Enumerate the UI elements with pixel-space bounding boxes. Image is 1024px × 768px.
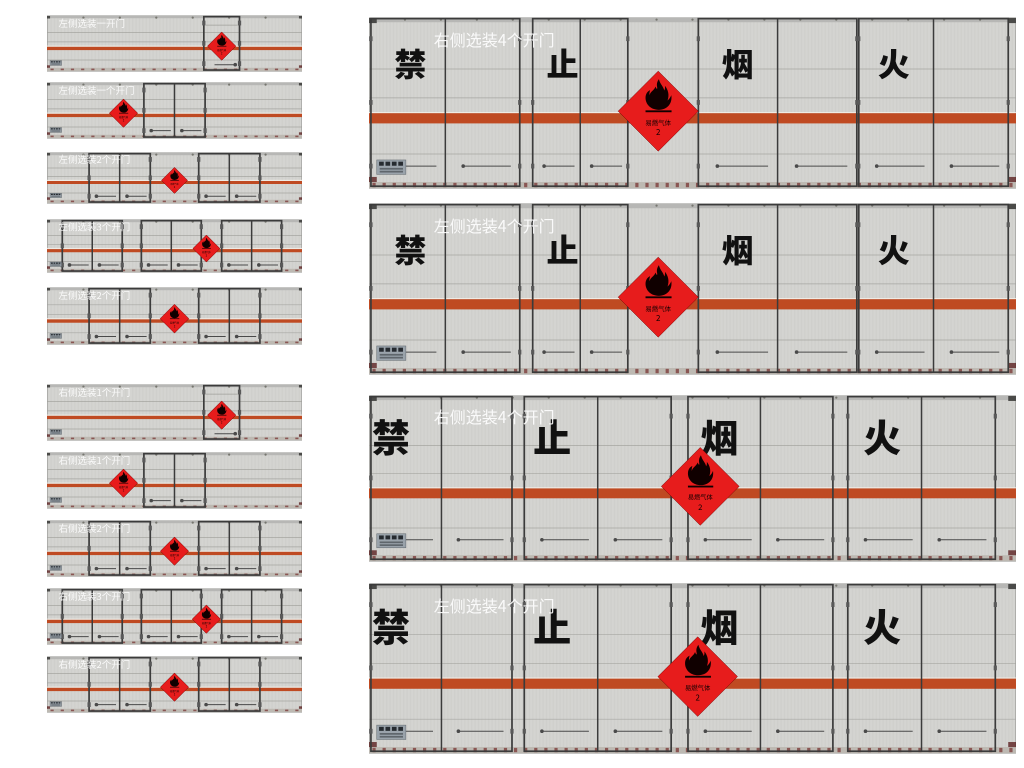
svg-text:右侧选装1个开门: 右侧选装1个开门 (58, 453, 130, 467)
svg-text:2: 2 (695, 693, 699, 704)
svg-text:右侧选装2个开门: 右侧选装2个开门 (58, 521, 130, 535)
svg-text:左侧选装3个开门: 左侧选装3个开门 (58, 219, 130, 233)
svg-text:左侧选装一开门: 左侧选装一开门 (58, 16, 125, 30)
svg-text:右侧选装4个开门: 右侧选装4个开门 (434, 27, 555, 51)
svg-text:火: 火 (863, 597, 901, 652)
svg-text:右侧选装3个开门: 右侧选装3个开门 (58, 589, 130, 603)
svg-text:易燃气体: 易燃气体 (685, 683, 711, 692)
svg-text:2: 2 (698, 502, 702, 513)
svg-text:左侧选装4个开门: 左侧选装4个开门 (434, 213, 555, 237)
svg-text:右侧选装4个开门: 右侧选装4个开门 (434, 404, 555, 428)
svg-text:左侧选装一个开门: 左侧选装一个开门 (58, 83, 134, 97)
svg-text:火: 火 (863, 408, 901, 463)
svg-text:禁: 禁 (372, 408, 410, 463)
svg-text:易燃气体: 易燃气体 (688, 493, 714, 502)
svg-text:易燃气体: 易燃气体 (645, 118, 671, 127)
svg-text:左侧选装4个开门: 左侧选装4个开门 (434, 593, 555, 617)
svg-text:禁: 禁 (394, 40, 426, 86)
svg-text:易燃气体: 易燃气体 (645, 304, 671, 313)
svg-text:烟: 烟 (722, 226, 754, 272)
svg-text:禁: 禁 (372, 597, 410, 652)
svg-text:2: 2 (656, 313, 661, 324)
svg-text:2: 2 (656, 127, 661, 138)
svg-text:烟: 烟 (722, 40, 754, 86)
svg-text:火: 火 (878, 40, 910, 86)
svg-text:右侧选装2个开门: 右侧选装2个开门 (58, 657, 130, 671)
svg-text:烟: 烟 (701, 597, 739, 652)
svg-text:右侧选装1个开门: 右侧选装1个开门 (58, 385, 130, 399)
svg-text:禁: 禁 (394, 226, 426, 272)
svg-text:火: 火 (878, 226, 910, 272)
svg-text:左侧选装2个开门: 左侧选装2个开门 (58, 288, 130, 302)
svg-text:左侧选装2个开门: 左侧选装2个开门 (58, 152, 130, 166)
